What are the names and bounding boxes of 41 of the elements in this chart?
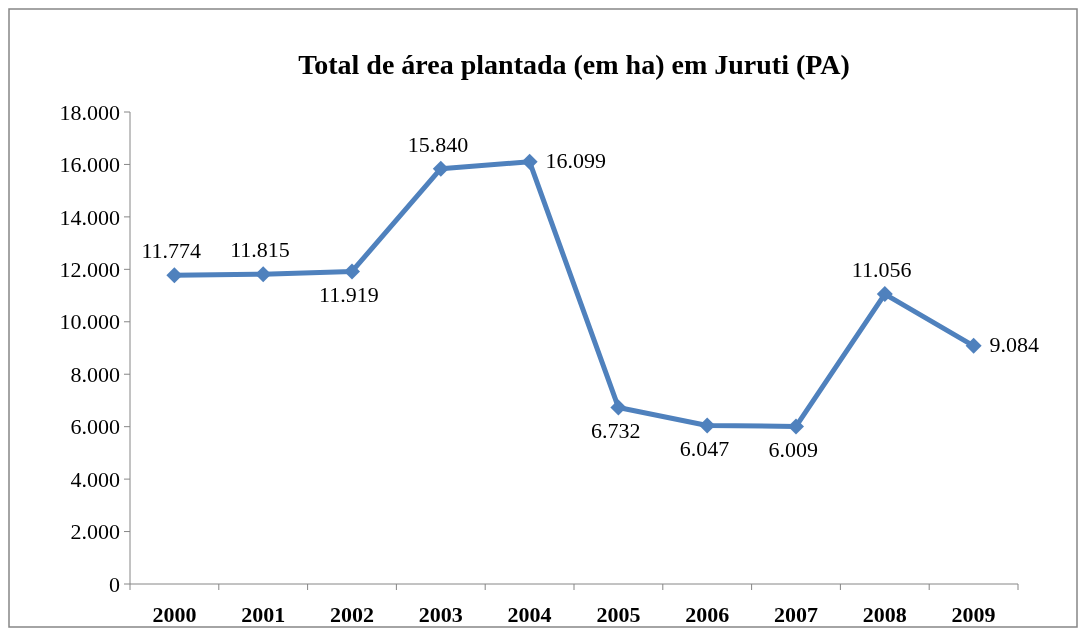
point — [166, 267, 183, 284]
point — [965, 337, 982, 354]
y-tick-label: 6.000 — [70, 414, 120, 440]
data-label: 11.774 — [141, 238, 202, 264]
point — [521, 153, 538, 170]
data-label: 6.047 — [679, 436, 730, 462]
y-tick-label: 14.000 — [59, 204, 120, 230]
chart-title: Total de área plantada (em ha) em Juruti (PA) — [298, 49, 850, 80]
data-label: 11.815 — [230, 237, 290, 263]
x-tick-label: 2000 — [152, 602, 197, 627]
data-label: 6.732 — [590, 418, 641, 444]
data-label: 9.084 — [989, 331, 1040, 357]
data-label: 15.840 — [407, 131, 469, 157]
y-tick-label: 8.000 — [70, 361, 120, 387]
point — [699, 417, 716, 434]
y-tick-label: 10.000 — [59, 309, 120, 335]
point — [876, 286, 893, 303]
y-tick-label: 12.000 — [59, 257, 120, 283]
point — [610, 399, 627, 416]
y-tick-label: 16.000 — [59, 152, 120, 178]
x-tick-label: 2001 — [241, 602, 286, 627]
x-tick-label: 2007 — [774, 602, 818, 627]
data-label: 11.056 — [851, 257, 912, 283]
point — [255, 266, 272, 283]
y-tick-label: 2.000 — [70, 519, 120, 545]
x-tick-label: 2004 — [507, 602, 552, 627]
point — [432, 160, 449, 177]
x-tick-label: 2005 — [596, 602, 641, 627]
data-label: 11.919 — [319, 282, 379, 308]
x-tick-label: 2002 — [330, 602, 374, 627]
x-tick-label: 2006 — [685, 602, 730, 627]
y-tick-label: 4.000 — [70, 466, 120, 492]
y-tick-label: 0 — [109, 571, 120, 597]
x-tick-label: 2009 — [951, 602, 996, 627]
data-label: 16.099 — [545, 147, 607, 173]
data-label: 6.009 — [768, 437, 818, 463]
x-tick-label: 2008 — [862, 602, 907, 627]
y-tick-label: 18.000 — [59, 99, 120, 125]
x-tick-label: 2003 — [418, 602, 463, 627]
point — [344, 263, 360, 280]
point — [788, 418, 804, 435]
